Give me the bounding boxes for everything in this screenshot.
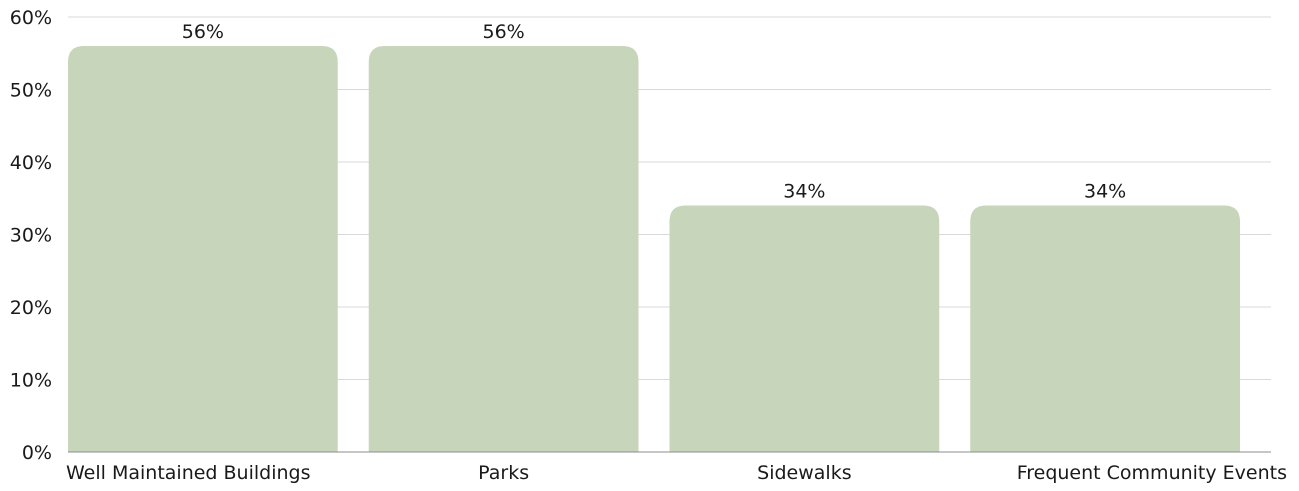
x-tick-label: Parks xyxy=(478,462,529,484)
data-label: 56% xyxy=(182,21,224,43)
bar xyxy=(68,46,338,452)
bar xyxy=(970,205,1240,452)
x-tick-label: Well Maintained Buildings xyxy=(66,462,311,484)
y-tick-label: 0% xyxy=(22,442,52,464)
y-tick-label: 10% xyxy=(10,370,52,392)
y-tick-label: 60% xyxy=(10,7,52,29)
y-tick-label: 50% xyxy=(10,80,52,102)
bars xyxy=(68,46,1240,452)
y-tick-label: 30% xyxy=(10,225,52,247)
y-tick-label: 20% xyxy=(10,297,52,319)
data-label: 56% xyxy=(483,21,525,43)
bar xyxy=(669,205,940,452)
labels: 0% 10% 20% 30% 40% 50% 60% 56% Well Maintained B… xyxy=(10,7,1287,484)
x-tick-label: Sidewalks xyxy=(757,462,851,484)
data-label: 34% xyxy=(1084,181,1126,203)
data-label: 34% xyxy=(783,181,825,203)
y-tick-label: 40% xyxy=(10,152,52,174)
x-tick-label: Frequent Community Events xyxy=(1017,462,1287,484)
bar xyxy=(368,46,639,452)
